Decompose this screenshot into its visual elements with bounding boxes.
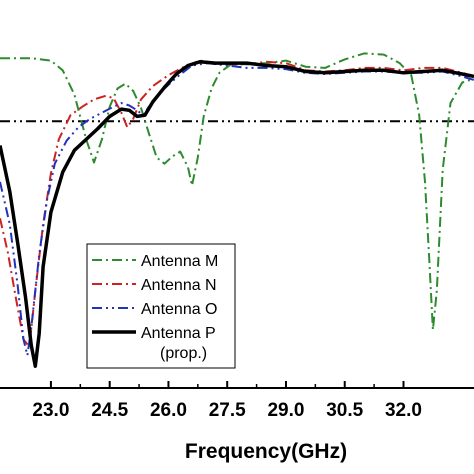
series-line-3: [0, 62, 474, 357]
x-tick-label: 27.5: [209, 400, 246, 421]
legend-label-4: Antenna P: [141, 325, 216, 342]
x-tick-label: 26.0: [150, 400, 187, 421]
x-axis-title: Frequency(GHz): [185, 440, 347, 463]
x-tick-label: 30.5: [326, 400, 363, 421]
legend-label-2: Antenna N: [141, 277, 217, 294]
plot-area: [0, 52, 474, 368]
x-axis: 23.0 24.5 26.0 27.5 29.0 30.5 32.0: [0, 381, 474, 421]
legend-label-3: Antenna O: [141, 301, 218, 318]
series-line-2: [0, 59, 474, 348]
series-line-4: [0, 60, 474, 368]
legend-note: (prop.): [160, 345, 207, 362]
legend-label-1: Antenna M: [141, 253, 218, 270]
x-tick-label: 24.5: [91, 400, 128, 421]
series-line-1: [0, 52, 474, 331]
x-tick-label: 23.0: [32, 400, 69, 421]
x-tick-label: 32.0: [385, 400, 422, 421]
legend: Antenna M Antenna N Antenna O Antenna P (pro…: [86, 243, 236, 369]
legend-box: [86, 243, 236, 369]
x-tick-label: 29.0: [267, 400, 304, 421]
